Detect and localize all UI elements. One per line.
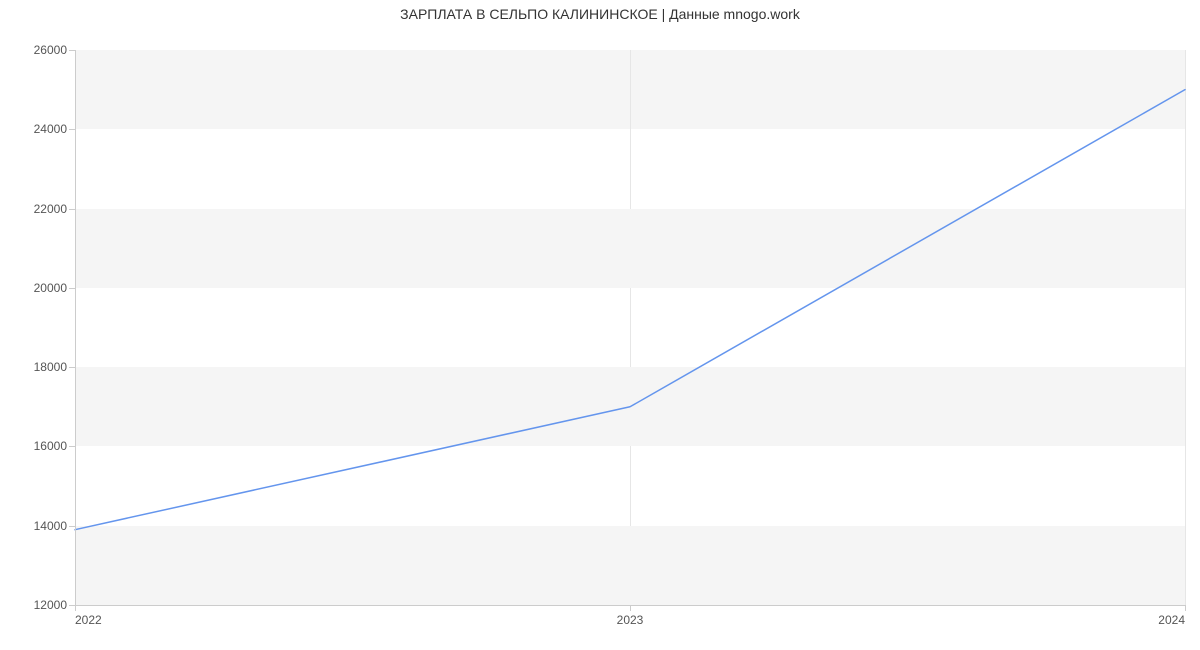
x-tick-mark (75, 605, 76, 611)
x-tick-mark (630, 605, 631, 611)
line-series-layer (75, 50, 1185, 605)
y-tick-label: 22000 (34, 202, 67, 216)
x-tick-label: 2024 (1158, 613, 1185, 627)
x-gridline (1185, 50, 1186, 605)
chart-title: ЗАРПЛАТА В СЕЛЬПО КАЛИНИНСКОЕ | Данные m… (0, 6, 1200, 22)
y-tick-mark (69, 129, 75, 130)
y-tick-mark (69, 288, 75, 289)
y-tick-label: 26000 (34, 43, 67, 57)
y-tick-mark (69, 367, 75, 368)
y-tick-mark (69, 50, 75, 51)
series-line-salary (75, 90, 1185, 530)
y-tick-label: 18000 (34, 360, 67, 374)
y-tick-label: 12000 (34, 598, 67, 612)
y-tick-label: 20000 (34, 281, 67, 295)
y-tick-label: 14000 (34, 519, 67, 533)
salary-chart: ЗАРПЛАТА В СЕЛЬПО КАЛИНИНСКОЕ | Данные m… (0, 0, 1200, 650)
y-tick-label: 24000 (34, 122, 67, 136)
plot-area: 1200014000160001800020000220002400026000… (75, 50, 1185, 605)
y-tick-mark (69, 209, 75, 210)
y-tick-mark (69, 446, 75, 447)
y-tick-mark (69, 526, 75, 527)
y-tick-label: 16000 (34, 439, 67, 453)
x-tick-mark (1185, 605, 1186, 611)
x-tick-label: 2023 (617, 613, 644, 627)
y-axis-line (75, 50, 76, 605)
x-tick-label: 2022 (75, 613, 102, 627)
